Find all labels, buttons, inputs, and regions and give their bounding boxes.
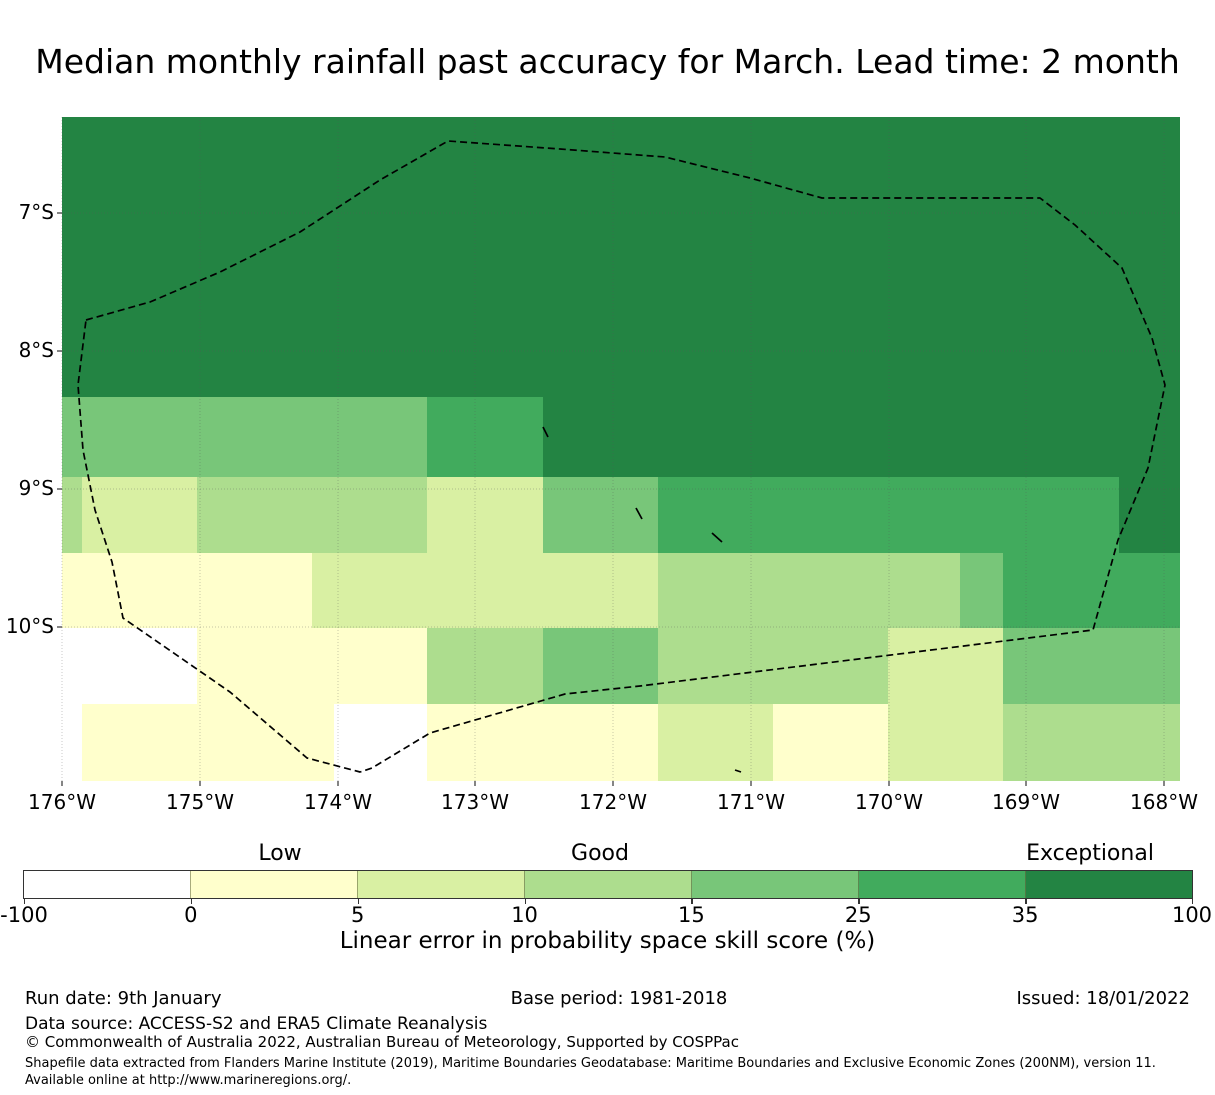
colorbar [23,870,1193,899]
x-tick-label: 173°W [441,790,509,814]
colorbar-tick-mark [1192,898,1194,904]
grid-cell [658,553,960,628]
colorbar-tick-mark [524,898,526,904]
colorbar-tick-label: 100 [1171,903,1213,927]
grid-cell [1003,628,1180,704]
eez-boundary-fragment [711,532,723,543]
colorbar-tick-mark [24,898,26,904]
grid-cell [427,628,543,704]
colorbar-tick-mark [858,898,860,904]
grid-cell [960,553,1003,628]
x-tick-label: 175°W [166,790,234,814]
x-tick-label: 168°W [1130,790,1198,814]
page-title: Median monthly rainfall past accuracy fo… [35,42,1180,81]
grid-cell [62,704,82,781]
x-tick-label: 169°W [992,790,1060,814]
grid-cell [197,477,427,553]
eez-boundary [77,140,1166,773]
grid-cell [543,397,1180,477]
grid-cell [543,628,658,704]
eez-boundary-fragment [734,769,742,773]
colorbar-tick-label: 0 [184,903,198,927]
x-tick-label: 176°W [28,790,96,814]
grid-cell [62,628,197,704]
x-tick-label: 170°W [855,790,923,814]
copyright: © Commonwealth of Australia 2022, Austra… [25,1033,739,1051]
y-tick-label: 8°S [18,338,54,362]
shapefile-note: Shapefile data extracted from Flanders M… [25,1056,1156,1088]
y-tick-label: 10°S [5,614,54,638]
colorbar-region-label: Exceptional [1026,841,1154,866]
grid-cell [197,628,427,704]
grid-cell [658,704,773,781]
grid-cell [82,704,334,781]
colorbar-tick-label: 5 [351,903,365,927]
x-tick-label: 171°W [717,790,785,814]
colorbar-tick-label: 15 [678,903,705,927]
colorbar-segment [190,871,357,898]
grid-cell [543,477,658,553]
colorbar-tick-mark [1025,898,1027,904]
colorbar-segment [24,871,190,898]
grid-cell [62,477,82,553]
colorbar-segment [357,871,524,898]
colorbar-segment [1025,871,1192,898]
eez-boundary-fragment [635,507,643,520]
y-tick-label: 9°S [18,476,54,500]
y-tick-label: 7°S [18,200,54,224]
colorbar-segment [691,871,858,898]
grid-cell [62,117,1180,397]
grid-cell [888,628,1003,704]
colorbar-tick-label: 35 [1011,903,1039,927]
grid-cell [62,553,312,628]
x-tick-label: 172°W [579,790,647,814]
grid-cell [658,477,1119,553]
footer-meta-row: Run date: 9th January Base period: 1981-… [25,988,1190,1009]
grid-cell [658,628,888,704]
grid-cell [427,397,543,477]
colorbar-segment [858,871,1025,898]
eez-boundary-fragment [542,426,549,438]
grid-cell [773,704,888,781]
colorbar-segment [524,871,691,898]
colorbar-region-label: Low [258,841,302,866]
grid-cell [334,704,427,781]
grid-cell [1003,553,1180,628]
issued-date: Issued: 18/01/2022 [1016,988,1190,1009]
grid-cell [888,704,1003,781]
grid-cell [1003,704,1180,781]
x-tick-label: 174°W [304,790,372,814]
colorbar-caption: Linear error in probability space skill … [339,928,876,954]
base-period: Base period: 1981-2018 [510,988,728,1009]
grid-cell [312,553,658,628]
colorbar-tick-mark [357,898,360,904]
colorbar-tick-mark [691,898,693,904]
colorbar-tick-label: 10 [511,903,538,927]
data-source: Data source: ACCESS-S2 and ERA5 Climate … [25,1014,488,1034]
run-date: Run date: 9th January [25,988,222,1009]
grid-cell [82,477,197,553]
colorbar-tick-mark [190,898,193,904]
grid-cell [1119,477,1180,553]
grid-cell [427,477,543,553]
colorbar-region-label: Good [571,841,629,866]
colorbar-tick-label: -100 [0,903,48,927]
grid-cell [427,704,658,781]
colorbar-tick-label: 25 [844,903,872,927]
grid-cell [62,397,427,477]
